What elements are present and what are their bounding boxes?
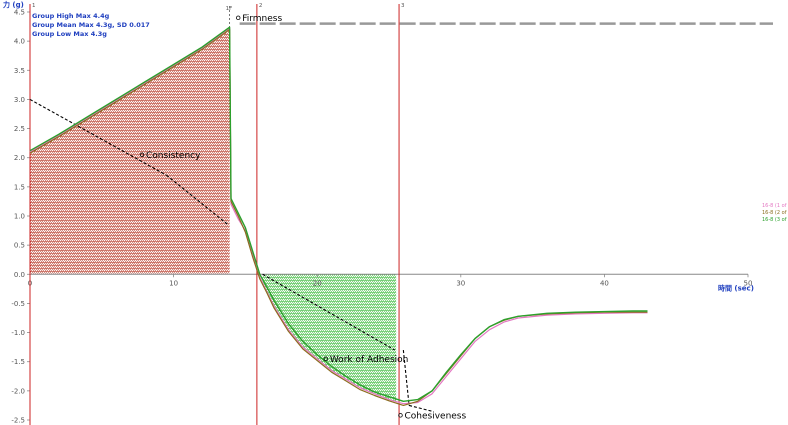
region-marker-label: 3 xyxy=(401,3,405,9)
y-tick-label: 2.5 xyxy=(14,125,25,133)
dotted-guide xyxy=(166,174,229,226)
y-tick-label: -2.5 xyxy=(11,417,25,425)
dotted-guide xyxy=(408,404,433,412)
annotation-label: Firmness xyxy=(242,14,282,24)
annotation-marker xyxy=(398,413,403,418)
y-tick-label: 4.5 xyxy=(14,9,25,17)
y-axis-title: 力 (g) xyxy=(3,0,24,9)
region-marker-label: 2 xyxy=(259,3,263,9)
legend-entry: 16-8 (1 of 3) xyxy=(762,203,788,209)
peak-marker-label: 1F xyxy=(226,6,233,12)
x-tick-label: 50 xyxy=(744,279,753,287)
dotted-guide xyxy=(402,350,410,406)
y-tick-label: 4.0 xyxy=(14,38,25,46)
region-marker-label: 1 xyxy=(32,3,36,9)
info-line: Group Low Max 4.3g xyxy=(32,30,107,38)
annotation-label: Work of Adhesion xyxy=(330,355,409,365)
y-tick-label: 2.0 xyxy=(14,154,25,162)
y-tick-label: -0.5 xyxy=(11,300,25,308)
dotted-guide xyxy=(29,98,167,176)
annotation-label: Consistency xyxy=(146,151,201,161)
fill-regions xyxy=(30,28,397,402)
y-tick-label: 3.5 xyxy=(14,67,25,75)
x-tick-label: 40 xyxy=(600,279,609,287)
series-lines xyxy=(29,26,648,406)
legend-entry: 16-8 (2 of 3) xyxy=(762,210,788,216)
x-axis-title: 時間 (sec) xyxy=(718,283,754,292)
x-tick-label: 20 xyxy=(313,279,322,287)
region-markers: 1 2 3 1F xyxy=(29,3,405,425)
fill-area-negative xyxy=(262,274,397,402)
y-tick-label: 3.0 xyxy=(14,96,25,104)
y-tick-label: 1.5 xyxy=(14,183,25,191)
annotation-marker xyxy=(236,15,241,21)
legend-entry: 16-8 (3 of 3) xyxy=(762,217,788,223)
y-tick-label: -1.5 xyxy=(11,358,25,366)
annotation-label: Cohesiveness xyxy=(404,411,466,421)
info-line: Group Mean Max 4.3g, SD 0.017 xyxy=(32,21,150,29)
annotation-marker xyxy=(139,152,145,157)
annotations: Firmness Consistency Work of Adhesion Cohes… xyxy=(139,14,467,421)
x-tick-label: 30 xyxy=(456,279,465,287)
x-tick-label: 10 xyxy=(169,279,178,287)
y-tick-label: 0.0 xyxy=(14,271,25,279)
dotted-guides xyxy=(29,98,433,412)
series-line-1 xyxy=(29,27,648,405)
y-tick-label: 0.5 xyxy=(14,242,25,250)
y-tick-label: -1.0 xyxy=(11,329,25,337)
legend: 16-8 (1 of 3)16-8 (2 of 3)16-8 (3 of 3) xyxy=(762,203,788,223)
y-tick-label: 1.0 xyxy=(14,213,25,221)
dotted-guide xyxy=(262,273,396,351)
series-line-3 xyxy=(29,26,648,402)
fill-area-positive xyxy=(30,28,230,275)
y-tick-label: -2.0 xyxy=(11,387,25,395)
info-line: Group High Max 4.4g xyxy=(32,12,110,20)
annotation-marker xyxy=(323,356,329,361)
